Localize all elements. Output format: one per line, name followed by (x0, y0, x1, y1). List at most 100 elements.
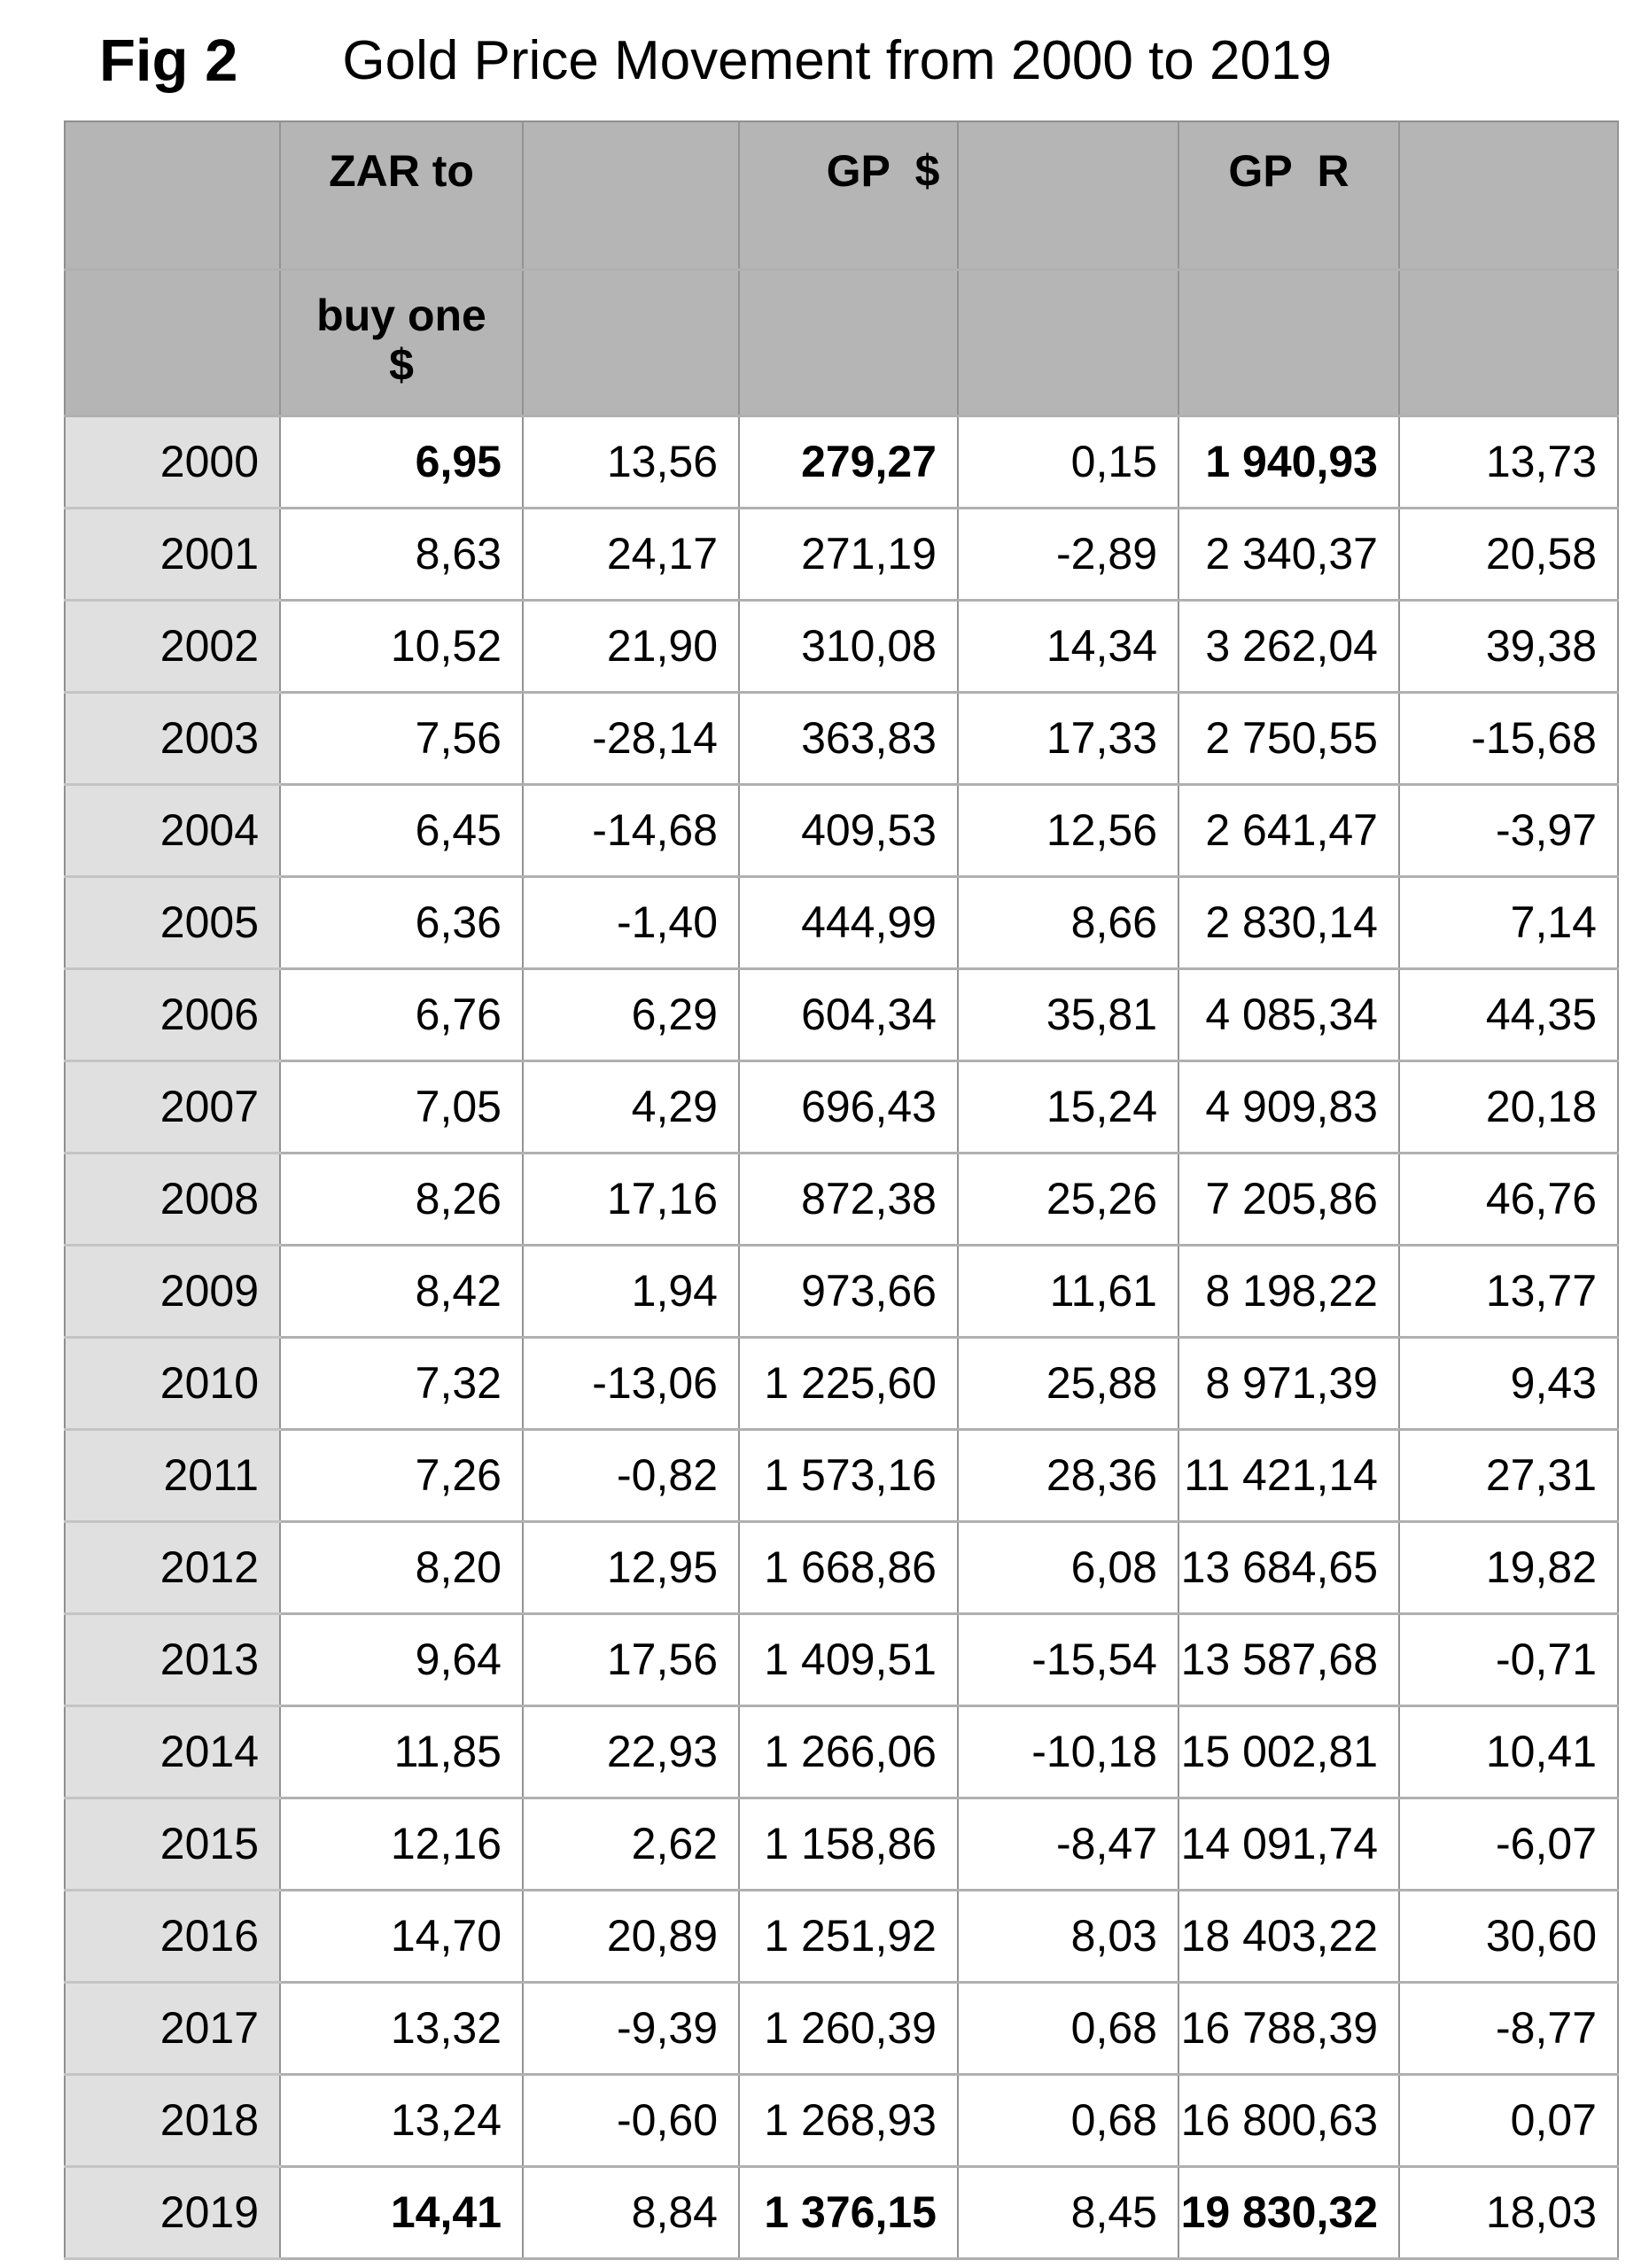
year-cell: 2003 (65, 692, 281, 786)
value-cell: 2 830,14 (1178, 876, 1400, 970)
year-cell: 2009 (65, 1245, 281, 1339)
value-cell: 9,43 (1399, 1337, 1619, 1431)
value-cell: -2,89 (958, 508, 1179, 602)
value-cell: 28,36 (958, 1429, 1179, 1523)
table-row: 2015 12,16 2,62 1 158,86 -8,47 14 091,74 -6,07 (65, 1798, 1619, 1891)
year-cell: 2011 (65, 1429, 281, 1523)
figure-title: Gold Price Movement from 2000 to 2019 (342, 30, 1332, 91)
table-row: 2008 8,26 17,16 872,38 25,26 7 205,86 46,76 (65, 1153, 1619, 1247)
header-cell-year (65, 121, 281, 271)
value-cell: 3 262,04 (1178, 600, 1400, 694)
value-cell: -15,68 (1399, 692, 1619, 786)
value-cell: 7,14 (1399, 876, 1619, 970)
table-row: 2002 10,52 21,90 310,08 14,34 3 262,04 39,38 (65, 600, 1619, 694)
value-cell: 13,24 (280, 2074, 524, 2168)
value-cell: -1,40 (523, 876, 740, 970)
value-cell: 1,94 (523, 1245, 740, 1339)
year-cell: 2008 (65, 1153, 281, 1247)
value-cell: -13,06 (523, 1337, 740, 1431)
table-row: 2004 6,45 -14,68 409,53 12,56 2 641,47 -3,97 (65, 784, 1619, 878)
value-cell: 17,16 (523, 1153, 740, 1247)
value-cell: 8,66 (958, 876, 1179, 970)
value-cell: 6,45 (280, 784, 524, 878)
header-cell-gp-dollar: GP $ (739, 121, 959, 271)
value-cell: 8,03 (958, 1890, 1179, 1984)
value-cell: 8,63 (280, 508, 524, 602)
value-cell: 18 403,22 (1178, 1890, 1400, 1984)
value-cell: 12,95 (523, 1521, 740, 1615)
value-cell: 8,45 (958, 2166, 1179, 2260)
value-cell: -8,47 (958, 1798, 1179, 1891)
year-cell: 2018 (65, 2074, 281, 2168)
value-cell: 7,56 (280, 692, 524, 786)
header-cell-empty (65, 269, 281, 417)
value-cell: 7,32 (280, 1337, 524, 1431)
value-cell: 973,66 (739, 1245, 959, 1339)
value-cell: 18,03 (1399, 2166, 1619, 2260)
value-cell: 0,68 (958, 1982, 1179, 2076)
table-row: 2005 6,36 -1,40 444,99 8,66 2 830,14 7,14 (65, 876, 1619, 970)
value-cell: 4 085,34 (1178, 968, 1400, 1062)
value-cell: 271,19 (739, 508, 959, 602)
table-row: 2016 14,70 20,89 1 251,92 8,03 18 403,22 30,60 (65, 1890, 1619, 1984)
year-cell: 2014 (65, 1705, 281, 1799)
table-header: ZAR to GP $ GP R buy one $ (65, 121, 1619, 417)
value-cell: 1 158,86 (739, 1798, 959, 1891)
value-cell: 12,16 (280, 1798, 524, 1891)
value-cell: 9,64 (280, 1613, 524, 1707)
value-cell: 35,81 (958, 968, 1179, 1062)
value-cell: 6,76 (280, 968, 524, 1062)
table-row: 2019 14,41 8,84 1 376,15 8,45 19 830,32 18,03 (65, 2166, 1619, 2260)
year-cell: 2010 (65, 1337, 281, 1431)
header-cell-empty (1178, 269, 1400, 417)
value-cell: 2 340,37 (1178, 508, 1400, 602)
value-cell: 696,43 (739, 1060, 959, 1154)
value-cell: 46,76 (1399, 1153, 1619, 1247)
table-row: 2000 6,95 13,56 279,27 0,15 1 940,93 13,73 (65, 416, 1619, 509)
value-cell: -8,77 (1399, 1982, 1619, 2076)
header-cell-buy-one-dollar: buy one $ (280, 269, 524, 417)
value-cell: 16 788,39 (1178, 1982, 1400, 2076)
value-cell: 25,88 (958, 1337, 1179, 1431)
year-cell: 2001 (65, 508, 281, 602)
value-cell: 7,26 (280, 1429, 524, 1523)
table-body: 2000 6,95 13,56 279,27 0,15 1 940,93 13,73 2001… (65, 416, 1619, 2260)
value-cell: 15 002,81 (1178, 1705, 1400, 1799)
table-row: 2001 8,63 24,17 271,19 -2,89 2 340,37 20,58 (65, 508, 1619, 602)
header-cell-gp-dollar-change (958, 121, 1179, 271)
year-cell: 2004 (65, 784, 281, 878)
value-cell: 0,07 (1399, 2074, 1619, 2168)
header-cell-empty (523, 269, 740, 417)
value-cell: 872,38 (739, 1153, 959, 1247)
value-cell: -15,54 (958, 1613, 1179, 1707)
figure-caption: Fig 2 Gold Price Movement from 2000 to 2… (99, 29, 1332, 93)
value-cell: 20,18 (1399, 1060, 1619, 1154)
value-cell: 14 091,74 (1178, 1798, 1400, 1891)
value-cell: 17,56 (523, 1613, 740, 1707)
value-cell: 8,84 (523, 2166, 740, 2260)
table-row: 2007 7,05 4,29 696,43 15,24 4 909,83 20,18 (65, 1060, 1619, 1154)
value-cell: 8 198,22 (1178, 1245, 1400, 1339)
gold-price-table: ZAR to GP $ GP R buy one $ 2000 6,95 13,56… (64, 120, 1619, 2260)
value-cell: 16 800,63 (1178, 2074, 1400, 2168)
value-cell: 20,89 (523, 1890, 740, 1984)
value-cell: 1 251,92 (739, 1890, 959, 1984)
header-cell-empty (958, 269, 1179, 417)
value-cell: 1 225,60 (739, 1337, 959, 1431)
value-cell: 27,31 (1399, 1429, 1619, 1523)
header-cell-gp-rand-change (1399, 121, 1619, 271)
header-cell-zar: ZAR to (280, 121, 524, 271)
value-cell: 6,29 (523, 968, 740, 1062)
table-row: 2010 7,32 -13,06 1 225,60 25,88 8 971,39 9,43 (65, 1337, 1619, 1431)
value-cell: 19 830,32 (1178, 2166, 1400, 2260)
value-cell: 2,62 (523, 1798, 740, 1891)
table-row: 2009 8,42 1,94 973,66 11,61 8 198,22 13,77 (65, 1245, 1619, 1339)
value-cell: 1 940,93 (1178, 416, 1400, 509)
value-cell: -6,07 (1399, 1798, 1619, 1891)
header-row-1: ZAR to GP $ GP R (65, 121, 1619, 271)
value-cell: 13,73 (1399, 416, 1619, 509)
table-row: 2011 7,26 -0,82 1 573,16 28,36 11 421,14 27,31 (65, 1429, 1619, 1523)
value-cell: 8,26 (280, 1153, 524, 1247)
value-cell: 13 684,65 (1178, 1521, 1400, 1615)
